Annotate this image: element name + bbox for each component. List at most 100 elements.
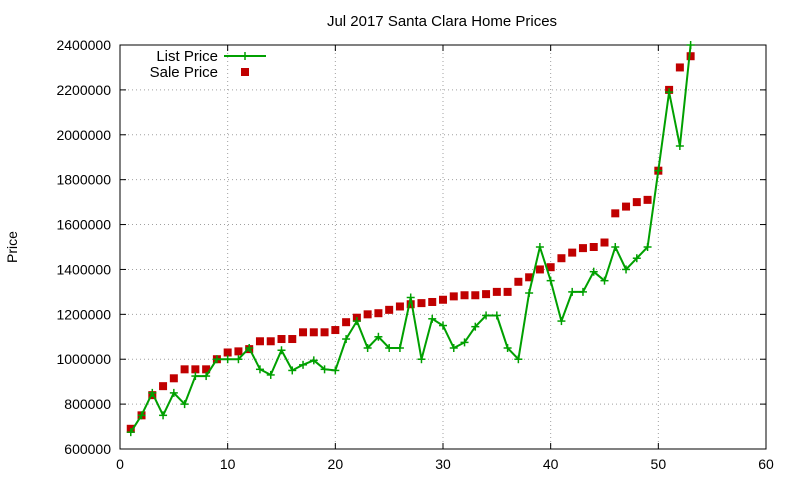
y-tick-label: 1400000 bbox=[56, 261, 111, 277]
list-price-point bbox=[643, 243, 652, 251]
data-series bbox=[126, 41, 695, 437]
sale-price-point bbox=[266, 337, 275, 346]
list-price-point bbox=[417, 355, 426, 364]
list-price-point bbox=[277, 346, 286, 355]
list-price-point bbox=[266, 370, 275, 379]
list-price-point bbox=[514, 355, 523, 364]
list-price-point bbox=[622, 265, 631, 274]
list-price-point bbox=[632, 254, 641, 263]
list-price-point bbox=[159, 411, 168, 420]
list-price-point bbox=[385, 344, 394, 352]
sale-price-point bbox=[460, 291, 469, 300]
sale-price-point bbox=[589, 243, 598, 251]
sale-price-point bbox=[169, 374, 178, 383]
list-price-point bbox=[578, 287, 587, 296]
y-tick-label: 2400000 bbox=[56, 37, 111, 53]
list-price-point bbox=[148, 388, 157, 397]
list-price-point bbox=[460, 338, 469, 347]
list-price-point bbox=[288, 366, 297, 375]
y-tick-label: 600000 bbox=[64, 441, 111, 457]
list-price-point bbox=[245, 344, 254, 352]
list-price-point bbox=[675, 142, 684, 150]
sale-price-point bbox=[622, 202, 631, 211]
sale-price-point bbox=[288, 335, 297, 344]
sale-price-point bbox=[406, 300, 415, 309]
x-tick-label: 60 bbox=[758, 456, 774, 472]
sale-price-point bbox=[492, 287, 501, 296]
list-price-point bbox=[492, 311, 501, 320]
tick-labels: 600000 800000 1000000 1200000 1400000 1600000… bbox=[56, 37, 774, 472]
list-price-point bbox=[686, 41, 695, 49]
sale-price-point bbox=[525, 273, 534, 282]
y-axis-label: Price bbox=[4, 231, 20, 263]
sale-price-point bbox=[363, 310, 372, 319]
axes bbox=[119, 44, 767, 450]
list-price-point bbox=[395, 344, 404, 352]
list-price-point bbox=[309, 356, 318, 365]
list-price-point bbox=[202, 372, 211, 381]
list-price-point bbox=[600, 276, 609, 285]
sale-price-point bbox=[342, 318, 351, 327]
x-tick-label: 30 bbox=[435, 456, 451, 472]
x-tick-label: 10 bbox=[220, 456, 236, 472]
sale-price-point bbox=[428, 297, 437, 306]
list-price-point bbox=[352, 317, 361, 326]
x-tick-label: 0 bbox=[116, 456, 124, 472]
list-price-point bbox=[180, 400, 189, 409]
sale-price-point bbox=[632, 198, 641, 207]
sale-price-point bbox=[159, 382, 168, 391]
legend-marker-sale-price bbox=[241, 68, 249, 76]
sale-price-point bbox=[320, 328, 329, 337]
legend-label-sale-price: Sale Price bbox=[150, 64, 218, 81]
list-price-point bbox=[255, 365, 264, 374]
y-tick-label: 1600000 bbox=[56, 217, 111, 233]
list-price-point bbox=[611, 243, 620, 251]
x-tick-label: 50 bbox=[651, 456, 667, 472]
list-price-point bbox=[374, 332, 383, 341]
sale-price-point bbox=[309, 328, 318, 337]
sale-price-point bbox=[277, 335, 286, 344]
sale-price-point bbox=[439, 295, 447, 304]
list-price-point bbox=[342, 335, 351, 344]
list-price-point bbox=[331, 366, 340, 375]
list-price-point bbox=[428, 314, 437, 323]
chart-title: Jul 2017 Santa Clara Home Prices bbox=[327, 13, 557, 30]
sale-price-point bbox=[202, 365, 211, 374]
list-price-point bbox=[568, 287, 577, 296]
sale-price-point bbox=[449, 292, 458, 301]
list-price-point bbox=[546, 276, 555, 285]
sale-price-point bbox=[611, 209, 620, 218]
sale-price-point bbox=[643, 195, 652, 204]
list-price-point bbox=[212, 355, 221, 364]
sale-price-point bbox=[234, 347, 243, 356]
y-tick-label: 2000000 bbox=[56, 127, 111, 143]
sale-price-point bbox=[471, 291, 480, 300]
list-price-point bbox=[234, 355, 243, 364]
sale-price-point bbox=[578, 244, 587, 253]
sale-price-point bbox=[191, 365, 200, 374]
sale-price-point bbox=[223, 348, 232, 357]
list-price-point bbox=[665, 88, 674, 97]
sale-price-point bbox=[255, 337, 264, 346]
y-tick-label: 1800000 bbox=[56, 172, 111, 188]
list-price-point bbox=[589, 267, 598, 276]
list-price-point bbox=[557, 317, 566, 326]
x-tick-label: 20 bbox=[328, 456, 344, 472]
list-price-point bbox=[137, 411, 146, 420]
list-price-point bbox=[126, 428, 135, 437]
list-price-point bbox=[449, 344, 458, 352]
list-price-point bbox=[223, 355, 232, 364]
list-price-point bbox=[503, 344, 512, 352]
sale-price-point bbox=[331, 326, 340, 335]
sale-price-point bbox=[686, 52, 695, 61]
list-price-point bbox=[654, 166, 663, 175]
sale-price-point bbox=[546, 263, 555, 272]
list-price-point bbox=[535, 243, 544, 251]
sale-price-point bbox=[395, 302, 404, 311]
y-tick-label: 800000 bbox=[64, 396, 111, 412]
sale-price-point bbox=[417, 299, 426, 308]
sale-price-point bbox=[514, 277, 523, 286]
sale-price-point bbox=[180, 365, 189, 374]
y-tick-label: 2200000 bbox=[56, 82, 111, 98]
